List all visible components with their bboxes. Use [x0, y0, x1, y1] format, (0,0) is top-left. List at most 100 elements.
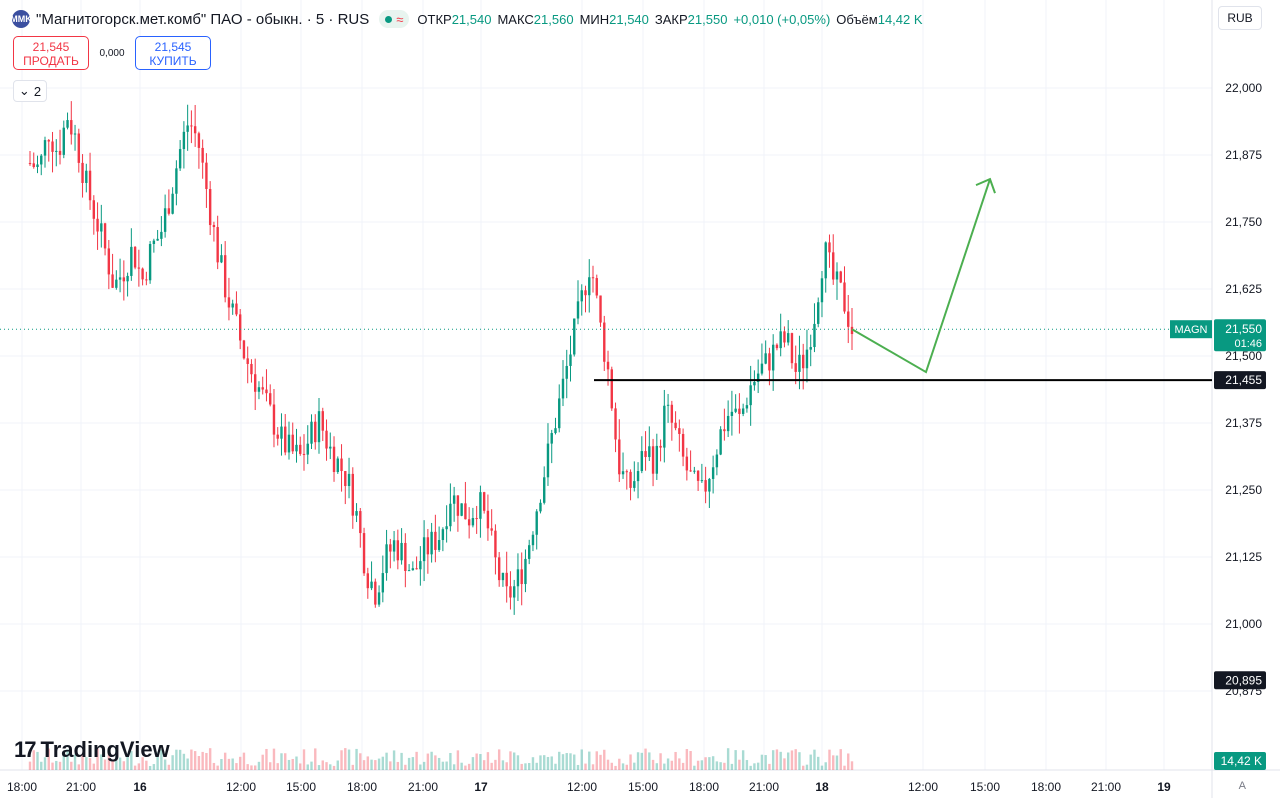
- candle-body: [734, 408, 737, 412]
- volume-bar: [700, 760, 704, 770]
- volume-bar: [569, 753, 572, 770]
- volume-bar: [715, 761, 719, 770]
- candle-body: [467, 519, 471, 526]
- volume-bar: [351, 764, 354, 770]
- volume-bar: [156, 752, 159, 770]
- candle-body: [81, 162, 84, 183]
- candle-body: [107, 248, 111, 275]
- candle-body: [126, 275, 129, 282]
- candle-body: [689, 470, 692, 472]
- candle-body: [839, 271, 842, 283]
- volume-bar: [685, 749, 689, 770]
- volume-bar: [824, 762, 827, 770]
- volume-bar: [148, 765, 152, 770]
- buy-label: КУПИТЬ: [149, 54, 197, 68]
- volume-bar: [817, 756, 820, 770]
- volume-bar: [802, 765, 805, 770]
- volume-bar: [756, 762, 760, 770]
- candle-body: [535, 511, 538, 535]
- volume-bar: [655, 763, 659, 770]
- volume-bar: [392, 750, 396, 770]
- volume-bar: [426, 753, 430, 770]
- candle-body: [137, 267, 141, 269]
- candle-body: [794, 363, 797, 372]
- candle-body: [486, 510, 490, 529]
- volume-bar: [482, 760, 486, 770]
- candle-body: [479, 492, 482, 519]
- candle-body: [130, 246, 133, 276]
- volume-bar: [449, 752, 452, 770]
- volume-bar: [280, 753, 283, 770]
- price-tick-label: 21,000: [1225, 617, 1262, 631]
- candle-body: [482, 492, 486, 511]
- volume-bar: [644, 748, 647, 770]
- candle-body: [708, 478, 711, 492]
- candle-body: [730, 411, 734, 416]
- price-scale[interactable]: 22,000 21,875 21,750 21,625 21,500 21,375 21,2…: [1170, 81, 1266, 770]
- candle-body: [501, 572, 505, 581]
- candle-body: [73, 133, 77, 135]
- candle-body: [674, 422, 677, 429]
- volume-bar: [681, 762, 685, 770]
- volume-bar: [531, 757, 535, 770]
- volume-bar: [137, 763, 141, 770]
- candle-body: [392, 540, 396, 552]
- crosshair-price-mark: [1214, 671, 1266, 690]
- volume-bar: [246, 764, 249, 770]
- candle-body: [434, 531, 437, 550]
- volume-bar: [141, 757, 144, 770]
- candle-body: [77, 133, 80, 163]
- volume-bar: [126, 753, 129, 770]
- volume-bar: [355, 748, 358, 770]
- candle-body: [235, 303, 238, 315]
- candle-body: [783, 331, 786, 343]
- market-status-badge[interactable]: ≈: [379, 10, 410, 28]
- candle-body: [464, 503, 467, 520]
- tradingview-logo[interactable]: 17 TradingView: [14, 737, 170, 763]
- volume-bar: [325, 762, 328, 770]
- candle-body: [704, 480, 707, 492]
- candle-body: [167, 208, 171, 214]
- currency-button[interactable]: RUB: [1218, 6, 1262, 30]
- candle-body: [152, 240, 156, 245]
- volume-bar: [471, 757, 475, 770]
- volume-bar: [299, 763, 302, 770]
- volume-bars: [28, 748, 854, 770]
- volume-bar: [96, 748, 99, 770]
- volume-bar: [133, 765, 137, 770]
- sell-button[interactable]: 21,545 ПРОДАТЬ: [13, 36, 89, 70]
- volume-bar: [764, 755, 767, 770]
- volume-bar: [212, 762, 216, 770]
- candle-body: [685, 456, 689, 471]
- volume-bar: [62, 752, 65, 770]
- volume-bar: [516, 755, 520, 770]
- price-tick-label: 21,375: [1225, 416, 1262, 430]
- candle-body: [389, 544, 392, 552]
- candle-body: [524, 558, 527, 585]
- buy-button[interactable]: 21,545 КУПИТЬ: [135, 36, 211, 70]
- price-tick-label: 21,625: [1225, 282, 1262, 296]
- symbol-title[interactable]: "Магнитогорск.мет.комб" ПАО - обыкн. · 5…: [36, 10, 370, 28]
- volume-bar: [347, 749, 351, 770]
- candle-body: [58, 150, 62, 155]
- projection-path-drawing[interactable]: [851, 178, 991, 374]
- auto-scale-button[interactable]: A: [1238, 780, 1246, 792]
- indicators-collapse-button[interactable]: ⌄ 2: [13, 80, 47, 102]
- time-tick-label: 18: [815, 780, 829, 794]
- volume-bar: [336, 760, 339, 770]
- volume-bar: [340, 750, 343, 770]
- drawings[interactable]: [0, 177, 1212, 382]
- time-scale[interactable]: 18:00 21:00 16 12:00 15:00 18:00 21:00 17 12:00 1…: [7, 780, 1171, 794]
- volume-bar: [385, 752, 388, 770]
- candle-body: [569, 354, 572, 366]
- candle-body: [340, 458, 343, 472]
- symbol-logo: MMK: [10, 10, 32, 28]
- volume-bar: [550, 756, 553, 770]
- candles[interactable]: [28, 101, 854, 615]
- price-tick-label: 21,250: [1225, 483, 1262, 497]
- volume-bar: [696, 760, 700, 770]
- candle-body: [415, 568, 418, 570]
- volume-bar: [741, 750, 745, 770]
- volume-bar: [411, 757, 415, 770]
